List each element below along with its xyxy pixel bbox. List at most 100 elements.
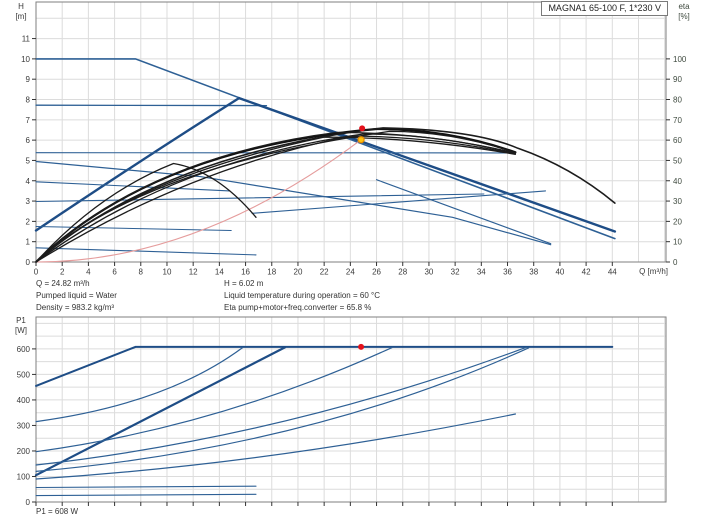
- chart-plot-area[interactable]: [35, 316, 667, 503]
- operating-point-marker[interactable]: [358, 343, 365, 350]
- x-tick-label: 22: [320, 268, 329, 277]
- pump-curve[interactable]: [35, 347, 530, 472]
- y-tick-label: 1: [26, 238, 31, 247]
- y-tick-label: 400: [17, 396, 31, 405]
- q-axis-unit: Q [m³/h]: [639, 267, 668, 276]
- y-tick-label: 8: [26, 96, 31, 105]
- y-tick-label: 4: [26, 177, 31, 186]
- pump-curve[interactable]: [35, 193, 485, 203]
- pump-curve[interactable]: [34, 96, 241, 232]
- x-tick-label: 20: [294, 268, 303, 277]
- pump-curve[interactable]: [35, 345, 614, 387]
- y-tick-label: 5: [26, 156, 31, 165]
- x-tick-label: 38: [529, 268, 538, 277]
- x-tick-label: 30: [424, 268, 433, 277]
- x-tick-label: 14: [215, 268, 224, 277]
- h-axis-symbol: H: [18, 2, 24, 11]
- y-tick-label: 6: [26, 136, 31, 145]
- x-tick-label: 34: [477, 268, 486, 277]
- x-tick-label: 8: [139, 268, 144, 277]
- system-curve[interactable]: [35, 139, 362, 263]
- pump-curve[interactable]: [237, 96, 617, 233]
- eta-tick-label: 80: [673, 96, 682, 105]
- pump-curve[interactable]: [35, 485, 257, 489]
- eta-tick-label: 0: [673, 258, 678, 267]
- grid: [36, 317, 666, 502]
- y-tick-label: 0: [26, 258, 31, 267]
- h-axis-unit: H [m]: [8, 2, 34, 22]
- axis-ticks: 0 2 4 6 8 10 12 14 16 18 20 22 24 26 28 30 32 34 36 38 40 42 4…: [21, 35, 687, 277]
- x-tick-label: 2: [60, 268, 65, 277]
- info-temp: Liquid temperature during operation = 60…: [224, 291, 380, 300]
- grid: [36, 2, 666, 262]
- efficiency-curve[interactable]: [35, 136, 517, 263]
- x-tick-label: 4: [86, 268, 91, 277]
- pump-curve[interactable]: [375, 179, 552, 245]
- duty-point-marker[interactable]: [357, 136, 365, 144]
- qh-eta-chart: 0 2 4 6 8 10 12 14 16 18 20 22 24 26 28 30 32 34 36 38 40 42 4…: [21, 1, 687, 277]
- x-tick-label: 12: [189, 268, 198, 277]
- x-tick-label: 26: [372, 268, 381, 277]
- x-tick-label: 16: [241, 268, 250, 277]
- x-tick-label: 32: [451, 268, 460, 277]
- pump-title: MAGNA1 65-100 F, 1*230 V: [541, 1, 668, 16]
- curves-group: [34, 58, 617, 264]
- pump-curve[interactable]: [35, 413, 516, 480]
- pump-curve[interactable]: [35, 181, 231, 192]
- y-tick-label: 10: [21, 55, 30, 64]
- pump-curve[interactable]: [251, 190, 547, 214]
- efficiency-curve[interactable]: [35, 127, 616, 263]
- eta-tick-label: 10: [673, 238, 682, 247]
- efficiency-curve[interactable]: [35, 131, 517, 263]
- x-tick-label: 42: [582, 268, 591, 277]
- info-power: P1 = 608 W: [36, 507, 79, 516]
- info-liquid: Pumped liquid = Water: [36, 291, 117, 300]
- pump-curve[interactable]: [35, 346, 393, 453]
- power-chart: 0 100 200 300 400 500 600: [17, 316, 667, 507]
- eta-tick-label: 30: [673, 197, 682, 206]
- p1-axis-symbol: P1: [16, 316, 26, 325]
- eta-tick-label: 100: [673, 55, 687, 64]
- info-head: H = 6.02 m: [224, 279, 264, 288]
- pump-curve[interactable]: [35, 346, 527, 466]
- p1-axis-unit: P1 [W]: [8, 316, 34, 336]
- x-tick-label: 18: [267, 268, 276, 277]
- info-density: Density = 983.2 kg/m³: [36, 303, 115, 312]
- y-tick-label: 600: [17, 345, 31, 354]
- x-tick-label: 0: [34, 268, 39, 277]
- y-tick-label: 7: [26, 116, 31, 125]
- eta-tick-label: 40: [673, 177, 682, 186]
- operating-point-marker[interactable]: [359, 125, 366, 132]
- info-eta: Eta pump+motor+freq.converter = 65.8 %: [224, 303, 372, 312]
- pump-curve[interactable]: [34, 346, 286, 477]
- efficiency-curve[interactable]: [35, 135, 517, 263]
- pump-curve[interactable]: [35, 58, 616, 240]
- y-tick-label: 100: [17, 472, 31, 481]
- y-tick-label: 500: [17, 370, 31, 379]
- curves-group: [34, 345, 614, 497]
- pump-curve[interactable]: [35, 247, 257, 256]
- y-tick-label: 11: [22, 35, 31, 44]
- eta-tick-label: 70: [673, 116, 682, 125]
- pump-curve[interactable]: [35, 225, 232, 232]
- eta-tick-label: 20: [673, 217, 682, 226]
- x-tick-label: 36: [503, 268, 512, 277]
- p1-axis-bracket: [W]: [15, 326, 27, 335]
- x-tick-label: 40: [555, 268, 564, 277]
- x-tick-label: 10: [163, 268, 172, 277]
- h-axis-bracket: [m]: [15, 12, 27, 21]
- axis-ticks: 0 100 200 300 400 500 600: [17, 345, 613, 507]
- efficiency-curve[interactable]: [35, 162, 257, 263]
- y-tick-label: 200: [17, 447, 31, 456]
- y-tick-label: 2: [26, 217, 31, 226]
- y-tick-label: 300: [17, 421, 31, 430]
- x-tick-label: 6: [112, 268, 117, 277]
- y-tick-label: 9: [26, 75, 31, 84]
- chart-plot-area[interactable]: [35, 1, 667, 263]
- x-tick-label: 28: [398, 268, 407, 277]
- eta-axis-bracket: [%]: [678, 12, 690, 21]
- pump-curve[interactable]: [35, 346, 244, 423]
- pump-curve[interactable]: [35, 493, 257, 497]
